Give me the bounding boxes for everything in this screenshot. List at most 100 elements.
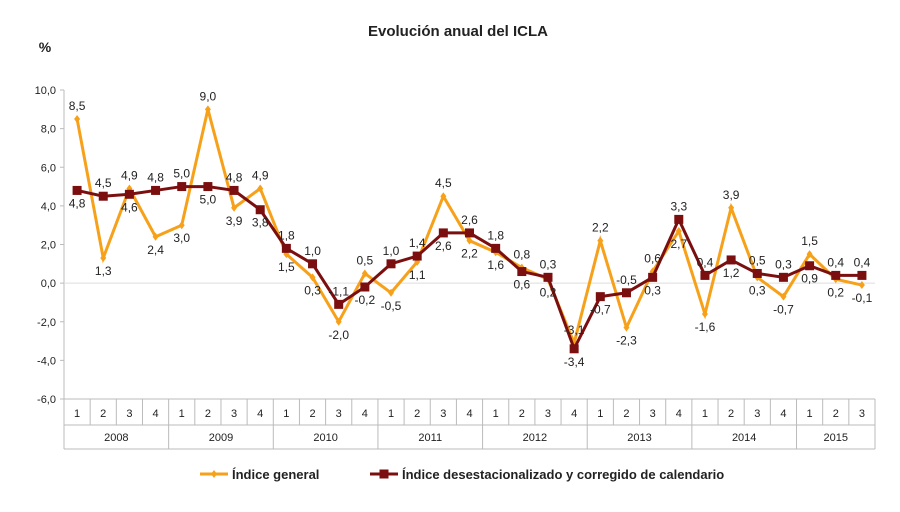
x-tick-label: 2 (728, 408, 734, 420)
data-point-marker (674, 214, 684, 224)
data-label: 4,6 (121, 200, 138, 214)
data-label: 2,2 (461, 247, 478, 261)
x-tick-label: 1 (179, 408, 185, 420)
data-label: -0,1 (852, 291, 873, 305)
data-label: 0,5 (749, 253, 766, 267)
year-label: 2008 (104, 432, 128, 444)
y-tick-label: -2,0 (37, 317, 56, 329)
data-point-marker (151, 185, 161, 195)
data-point-marker (203, 182, 213, 192)
x-tick-label: 3 (126, 408, 132, 420)
data-point-marker (621, 288, 631, 298)
data-label: 4,8 (226, 170, 243, 184)
data-label: -0,5 (381, 299, 402, 313)
data-point-marker (595, 292, 605, 302)
data-point-marker (334, 299, 344, 309)
x-tick-label: 1 (597, 408, 603, 420)
x-tick-label: 4 (466, 408, 472, 420)
data-label: 0,4 (854, 255, 871, 269)
data-point-marker (780, 292, 787, 301)
data-point-marker (309, 273, 316, 282)
data-point-marker (124, 189, 134, 199)
data-label: 1,8 (278, 228, 295, 242)
data-label: -3,4 (564, 355, 585, 369)
data-label: 2,6 (461, 213, 478, 227)
data-label: 2,6 (435, 239, 452, 253)
data-label: 0,6 (513, 278, 530, 292)
data-point-marker (700, 270, 710, 280)
data-point-marker (466, 236, 473, 245)
year-label: 2011 (418, 432, 442, 444)
data-label: 1,5 (801, 234, 818, 248)
data-label: 4,9 (252, 168, 269, 182)
data-point-marker (726, 255, 736, 265)
x-tick-label: 2 (519, 408, 525, 420)
data-label: 4,8 (147, 170, 164, 184)
y-tick-label: 8,0 (41, 124, 56, 136)
data-point-marker (569, 344, 579, 354)
data-label: 0,8 (513, 248, 530, 262)
data-label: 0,3 (749, 283, 766, 297)
data-point-marker (831, 270, 841, 280)
data-point-marker (178, 221, 185, 230)
data-label: 5,0 (200, 193, 217, 207)
data-label: 0,3 (304, 283, 321, 297)
data-label: 9,0 (200, 89, 217, 103)
data-label: 3,9 (226, 214, 243, 228)
y-axis-label: % (39, 39, 52, 55)
data-point-marker (623, 323, 630, 332)
data-point-marker (752, 268, 762, 278)
data-point-marker (597, 236, 604, 245)
data-point-marker (728, 203, 735, 212)
data-label: 0,3 (540, 257, 557, 271)
data-label: 3,9 (723, 188, 740, 202)
legend-marker (211, 470, 217, 478)
x-tick-label: 4 (153, 408, 159, 420)
data-point-marker (152, 232, 159, 241)
x-tick-label: 2 (309, 408, 315, 420)
x-tick-label: 1 (283, 408, 289, 420)
x-tick-label: 1 (493, 408, 499, 420)
x-tick-label: 4 (257, 408, 263, 420)
data-label: 0,3 (775, 257, 792, 271)
data-label: 4,9 (121, 168, 138, 182)
data-point-marker (857, 270, 867, 280)
data-point-marker (72, 185, 82, 195)
x-tick-label: 3 (545, 408, 551, 420)
series-line-corrected (76, 185, 862, 353)
y-tick-label: -4,0 (37, 355, 56, 367)
x-tick-label: 3 (336, 408, 342, 420)
data-label: 4,5 (95, 176, 112, 190)
data-label: 8,5 (69, 99, 86, 113)
data-label: 3,3 (670, 199, 687, 213)
data-label: 1,6 (487, 258, 504, 272)
legend-marker (379, 469, 389, 479)
data-point-marker (648, 272, 658, 282)
data-label: 2,2 (592, 221, 609, 235)
data-label: 2,7 (670, 237, 687, 251)
data-label: -1,1 (328, 284, 349, 298)
x-tick-label: 3 (859, 408, 865, 420)
data-label: -3,1 (564, 323, 585, 337)
data-label: 4,5 (435, 176, 452, 190)
data-label: 3,0 (173, 231, 190, 245)
data-point-marker (98, 191, 108, 201)
year-label: 2009 (209, 432, 233, 444)
x-tick-label: 4 (780, 408, 786, 420)
data-point-marker (778, 272, 788, 282)
data-label: 0,4 (827, 255, 844, 269)
data-label: 3,8 (252, 216, 269, 230)
data-label: 1,1 (409, 268, 426, 282)
data-point-marker (491, 243, 501, 253)
x-tick-label: 1 (74, 408, 80, 420)
data-point-marker (805, 261, 815, 271)
data-point-marker (465, 228, 474, 238)
data-point-marker (675, 226, 682, 235)
data-point-marker (412, 251, 422, 261)
data-label: 0,6 (644, 252, 661, 266)
data-label: 1,2 (723, 266, 740, 280)
data-label: 0,9 (801, 272, 818, 286)
x-tick-label: 2 (100, 408, 106, 420)
x-tick-label: 2 (833, 408, 839, 420)
